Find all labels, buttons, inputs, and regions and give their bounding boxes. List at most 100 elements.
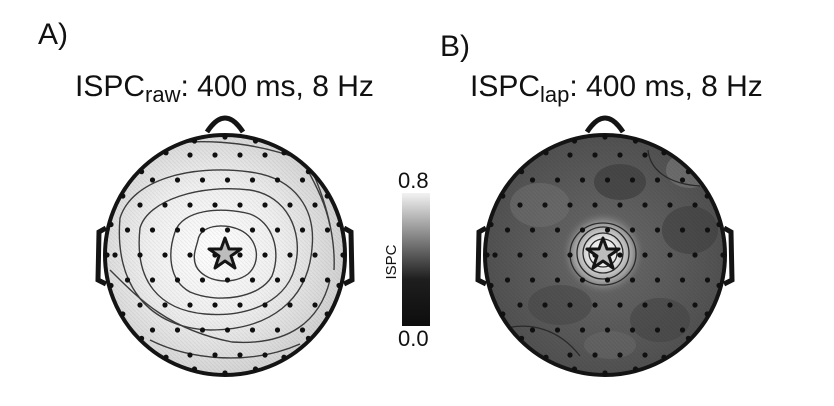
electrode-dot [312, 252, 318, 258]
panel-a-label: A) [38, 18, 68, 51]
electrode-dot [642, 252, 648, 258]
electrode-dot [567, 352, 573, 358]
electrode-dot [108, 282, 114, 289]
electrode-dot [287, 252, 293, 258]
electrode-dot [149, 227, 156, 233]
electrode-dot [163, 150, 169, 156]
electrode-dot [632, 366, 639, 372]
electrode-dot [579, 327, 586, 333]
electrode-dot [237, 152, 243, 158]
electrode-dot [654, 227, 661, 233]
electrode-dot [488, 282, 494, 289]
electrode-dot [224, 327, 231, 333]
electrode-dot [340, 252, 346, 258]
electrode-dot [642, 202, 648, 208]
electrode-dot [224, 227, 231, 233]
electrode-dot [108, 221, 114, 228]
electrode-dot [617, 252, 623, 258]
electrode-dot [237, 352, 243, 358]
electrode-dot [137, 302, 143, 308]
electrode-dot [139, 335, 145, 341]
electrode-dot [579, 227, 586, 233]
electrode-dot [592, 152, 598, 158]
electrode-dot [287, 202, 293, 208]
left-ear-a [95, 225, 108, 287]
right-ear-b [722, 225, 735, 287]
nose-a [204, 115, 246, 134]
electrode-dot [312, 202, 318, 208]
electrode-dot [604, 327, 611, 333]
electrode-dot [692, 252, 698, 258]
electrode-dot [629, 177, 636, 183]
electrode-dot [262, 302, 268, 308]
electrode-dot [654, 177, 661, 183]
electrode-dot [667, 252, 673, 258]
electrode-dot [543, 150, 549, 156]
nose-b [584, 115, 626, 134]
electrode-dot [604, 277, 611, 283]
electrode-dot [571, 366, 578, 372]
electrode-dot [543, 354, 549, 360]
electrode-dot [661, 354, 667, 360]
electrode-dot [299, 177, 306, 183]
contour-lines-b [499, 149, 701, 357]
electrode-dot [237, 202, 243, 208]
electrode-dot [504, 277, 511, 283]
electrode-dot [661, 150, 667, 156]
electrode-dot [542, 252, 548, 258]
electrode-dot [567, 152, 573, 158]
electrode-dot [542, 302, 548, 308]
panel-b-title: ISPClap: 400 ms, 8 Hz [470, 70, 763, 108]
panel-a-title-sub: raw [145, 82, 181, 107]
electrode-dot [488, 221, 494, 228]
electrode-dot [274, 177, 281, 183]
electrode-dot [679, 177, 686, 183]
electrode-dot [274, 327, 281, 333]
electrode-dot [554, 177, 561, 183]
electrode-dot [484, 252, 490, 258]
electrode-dot [704, 227, 711, 233]
electrode-dot [262, 202, 268, 208]
colorbar-max-label: 0.8 [398, 168, 429, 193]
electrode-dot [324, 227, 331, 233]
electrode-dot [281, 354, 287, 360]
electrode-dot [604, 177, 611, 183]
electrode-dot [274, 227, 281, 233]
electrode-dot [305, 169, 311, 175]
panel-a-title-main: ISPC [75, 70, 146, 103]
electrode-dot [174, 177, 181, 183]
electrode-dot [212, 152, 218, 158]
electrode-dot [163, 354, 169, 360]
electrode-dot [529, 277, 536, 283]
electrode-dot [299, 227, 306, 233]
seed-star-b [585, 236, 621, 270]
electrode-dot [704, 277, 711, 283]
electrode-dot [312, 302, 318, 308]
head-map-b [475, 115, 735, 377]
electrode-dot [667, 302, 673, 308]
electrode-dot [642, 152, 648, 158]
electrode-dot [187, 352, 193, 358]
electrode-dot [224, 277, 231, 283]
electrode-dot [554, 277, 561, 283]
electrode-dot [642, 352, 648, 358]
electrode-dot [504, 227, 511, 233]
electrode-dot [187, 252, 193, 258]
electrode-dot [224, 177, 231, 183]
electrode-dot [191, 366, 198, 372]
electrode-dot [237, 302, 243, 308]
electrode-dot [492, 252, 498, 258]
right-ear-a [342, 225, 355, 287]
electrode-dot [162, 202, 168, 208]
electrode-dot [592, 202, 598, 208]
electrode-dot [517, 202, 523, 208]
electrode-dot [199, 277, 206, 283]
star-icon [585, 236, 621, 270]
electrode-dot [124, 227, 131, 233]
electrode-dot [592, 302, 598, 308]
head-map-a [95, 115, 355, 377]
electrode-dot [174, 227, 181, 233]
electrode-dot [120, 193, 126, 199]
colorbar: 0.8 0.0 ISPC [383, 168, 430, 351]
